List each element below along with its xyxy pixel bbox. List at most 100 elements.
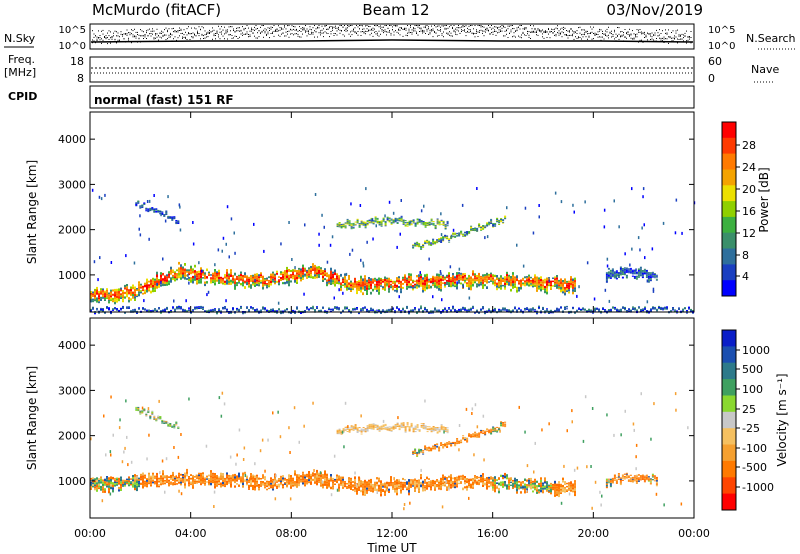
power-cell xyxy=(645,269,648,272)
power-cell xyxy=(358,223,361,225)
power-cell xyxy=(164,275,166,278)
nsky-point xyxy=(414,30,416,32)
power-cell xyxy=(354,223,357,225)
power-cell xyxy=(474,277,476,280)
nsky-trace xyxy=(90,39,694,43)
nsky-point xyxy=(521,37,522,39)
power-cell xyxy=(692,312,694,314)
power-cell xyxy=(416,286,418,289)
power-cell xyxy=(138,288,140,292)
power-cell xyxy=(196,273,198,276)
power-cell xyxy=(328,274,330,276)
power-cell xyxy=(512,283,514,286)
nsky-point xyxy=(413,27,414,29)
nsky-point xyxy=(276,29,278,31)
power-noise-point xyxy=(675,198,678,202)
nsky-point xyxy=(128,37,129,39)
power-cell xyxy=(440,275,442,279)
nsky-point xyxy=(326,25,327,26)
power-cell xyxy=(420,308,422,310)
nsky-point xyxy=(576,30,578,32)
nsky-point xyxy=(519,25,521,26)
power-cell xyxy=(480,226,483,228)
power-cell xyxy=(436,281,438,284)
power-cell xyxy=(534,274,536,277)
power-cell xyxy=(406,221,409,223)
nsky-point xyxy=(668,29,669,31)
power-cell xyxy=(472,228,475,229)
power-cell xyxy=(466,282,468,284)
power-cell xyxy=(342,225,345,227)
power-cell xyxy=(226,269,228,272)
nsky-point xyxy=(107,37,108,39)
power-cell xyxy=(244,272,246,276)
power-cell xyxy=(358,226,361,228)
power-cell xyxy=(298,275,300,277)
power-cell xyxy=(234,286,236,290)
power-cell xyxy=(152,287,154,290)
freq-tick-bottom: 8 xyxy=(77,72,84,85)
nsky-point xyxy=(579,32,581,34)
power-cell xyxy=(376,283,378,286)
power-cell xyxy=(234,284,236,287)
nsky-point xyxy=(618,38,620,40)
nsky-point xyxy=(392,29,393,31)
power-cell xyxy=(250,277,252,280)
power-cell xyxy=(410,224,413,226)
nsky-point xyxy=(290,28,291,30)
power-cell xyxy=(304,310,306,311)
power-cell xyxy=(420,247,423,249)
nsky-point xyxy=(143,31,144,33)
power-cell xyxy=(402,307,404,309)
power-cell xyxy=(324,270,326,273)
power-cell xyxy=(643,273,646,275)
nsky-point xyxy=(668,36,669,38)
power-cell xyxy=(270,308,272,310)
power-cell xyxy=(278,279,280,281)
power-cell xyxy=(392,221,395,223)
nsky-point xyxy=(470,31,471,33)
nsky-point xyxy=(384,31,386,33)
power-cell xyxy=(320,269,322,271)
power-cell xyxy=(490,221,493,223)
power-cell xyxy=(240,305,242,307)
power-cell xyxy=(151,207,154,209)
power-cell xyxy=(216,271,218,273)
nsky-point xyxy=(521,34,522,36)
power-cell xyxy=(478,225,481,227)
power-cell xyxy=(444,278,446,281)
power-cell xyxy=(414,223,417,225)
power-cell xyxy=(478,223,481,225)
nsky-point xyxy=(629,34,630,36)
nsky-point xyxy=(300,31,302,32)
power-cell xyxy=(514,278,516,281)
power-cell xyxy=(204,281,206,284)
power-cell xyxy=(438,241,441,243)
power-cell xyxy=(222,282,224,285)
power-cell xyxy=(141,204,144,206)
power-cell xyxy=(376,281,378,284)
power-cell xyxy=(646,310,648,312)
power-cell xyxy=(658,305,660,307)
power-cell xyxy=(438,224,441,226)
nsky-point xyxy=(104,36,105,37)
nsky-point xyxy=(105,37,107,39)
power-cell xyxy=(246,275,248,277)
power-cell xyxy=(430,223,433,225)
power-cell xyxy=(528,284,530,287)
nsky-point xyxy=(171,34,173,36)
power-cell xyxy=(664,306,666,308)
power-cell xyxy=(574,287,576,290)
power-cell xyxy=(356,289,358,292)
power-cell xyxy=(258,282,260,285)
power-cell xyxy=(352,308,354,310)
power-cell xyxy=(200,270,202,273)
power-cell xyxy=(574,277,576,280)
nsky-point xyxy=(486,27,488,29)
power-cell xyxy=(164,279,166,282)
power-cell xyxy=(440,239,443,241)
power-cell xyxy=(394,289,396,292)
power-cell xyxy=(200,305,202,307)
power-cell xyxy=(534,310,536,312)
power-cell xyxy=(438,273,440,277)
